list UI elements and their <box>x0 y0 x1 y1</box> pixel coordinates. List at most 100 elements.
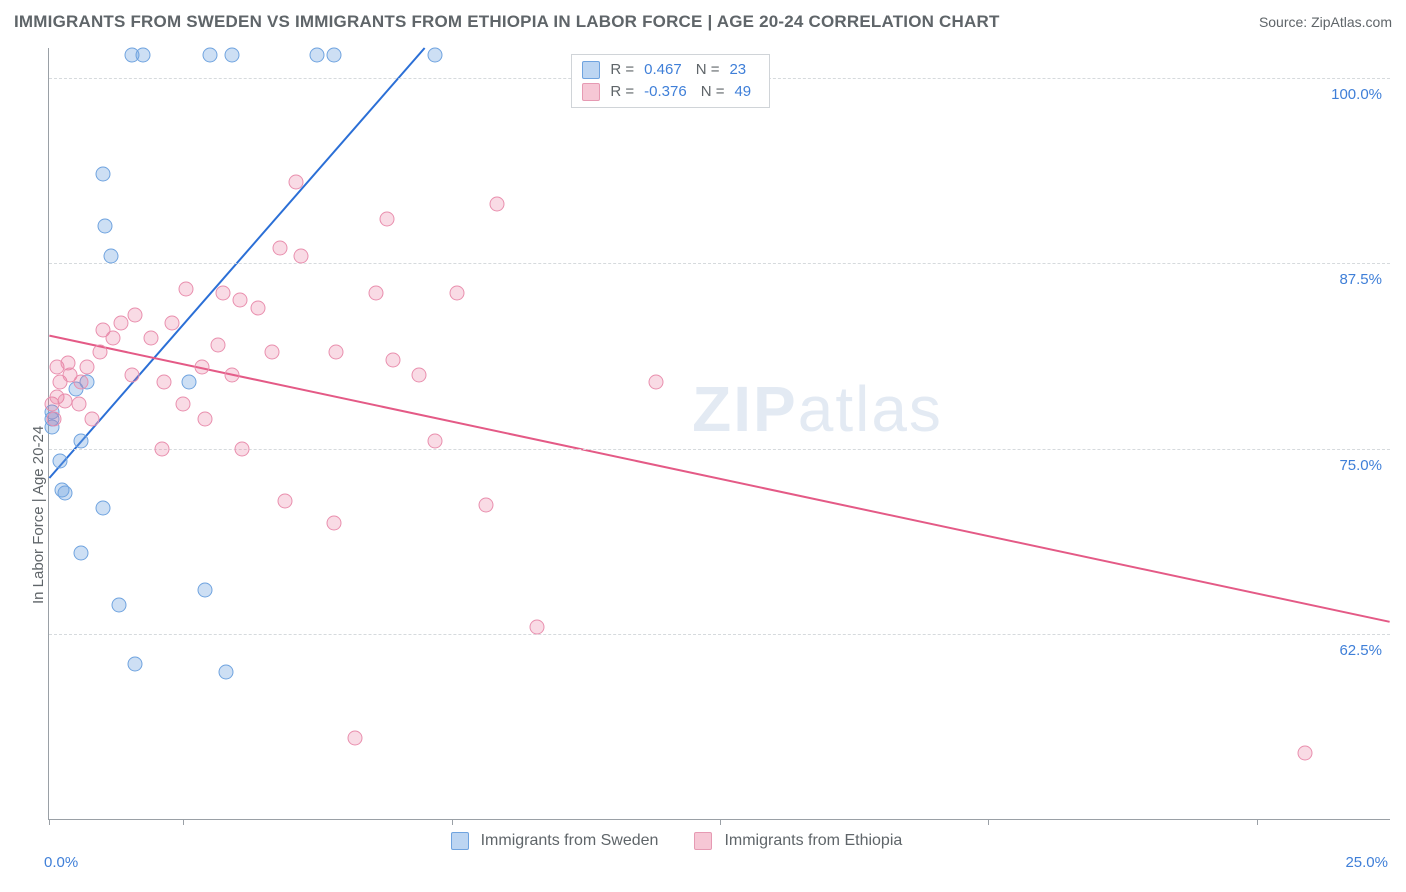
scatter-point-ethiopia <box>449 285 464 300</box>
legend-r-value: -0.376 <box>640 81 695 103</box>
scatter-point-ethiopia <box>74 375 89 390</box>
chart-title: IMMIGRANTS FROM SWEDEN VS IMMIGRANTS FRO… <box>14 12 1000 32</box>
legend-series-label: Immigrants from Sweden <box>481 832 659 850</box>
source-link[interactable]: ZipAtlas.com <box>1311 14 1392 30</box>
scatter-point-ethiopia <box>479 498 494 513</box>
scatter-point-ethiopia <box>530 620 545 635</box>
scatter-point-sweden <box>428 48 443 63</box>
scatter-point-sweden <box>98 219 113 234</box>
gridline-h <box>49 449 1390 450</box>
scatter-point-ethiopia <box>648 375 663 390</box>
scatter-point-sweden <box>103 248 118 263</box>
x-tick <box>720 819 721 825</box>
x-tick <box>452 819 453 825</box>
legend-r-label: R = <box>610 59 634 81</box>
gridline-h <box>49 263 1390 264</box>
legend-correlation: R =0.467N =23R =-0.376N =49 <box>571 54 770 108</box>
scatter-point-ethiopia <box>1298 746 1313 761</box>
x-axis-min-label: 0.0% <box>44 854 78 871</box>
scatter-point-ethiopia <box>92 345 107 360</box>
y-tick-label: 87.5% <box>1339 271 1382 288</box>
scatter-point-sweden <box>111 597 126 612</box>
legend-n-label: N = <box>696 59 720 81</box>
scatter-point-ethiopia <box>84 412 99 427</box>
scatter-point-sweden <box>135 48 150 63</box>
trend-line-ethiopia <box>49 336 1389 622</box>
legend-r-label: R = <box>610 81 634 103</box>
scatter-point-sweden <box>181 375 196 390</box>
scatter-point-sweden <box>95 501 110 516</box>
scatter-point-sweden <box>197 582 212 597</box>
scatter-point-sweden <box>74 434 89 449</box>
scatter-point-ethiopia <box>412 367 427 382</box>
scatter-point-sweden <box>219 664 234 679</box>
legend-correlation-row: R =-0.376N =49 <box>582 81 759 103</box>
scatter-point-ethiopia <box>47 412 62 427</box>
chart-container: IMMIGRANTS FROM SWEDEN VS IMMIGRANTS FRO… <box>0 0 1406 892</box>
scatter-point-ethiopia <box>288 174 303 189</box>
scatter-point-sweden <box>127 657 142 672</box>
scatter-point-ethiopia <box>194 360 209 375</box>
scatter-point-ethiopia <box>79 360 94 375</box>
scatter-point-ethiopia <box>154 441 169 456</box>
legend-series: Immigrants from Sweden Immigrants from Et… <box>451 832 903 850</box>
scatter-point-ethiopia <box>157 375 172 390</box>
scatter-point-ethiopia <box>380 211 395 226</box>
scatter-point-ethiopia <box>490 196 505 211</box>
scatter-point-ethiopia <box>264 345 279 360</box>
y-tick-label: 100.0% <box>1331 86 1382 103</box>
scatter-point-ethiopia <box>294 248 309 263</box>
scatter-point-ethiopia <box>165 315 180 330</box>
scatter-point-sweden <box>58 486 73 501</box>
scatter-point-ethiopia <box>197 412 212 427</box>
legend-series-item: Immigrants from Sweden <box>451 832 659 850</box>
scatter-point-ethiopia <box>329 345 344 360</box>
scatter-point-ethiopia <box>347 731 362 746</box>
x-axis-max-label: 25.0% <box>1345 854 1388 871</box>
scatter-point-ethiopia <box>326 516 341 531</box>
scatter-point-ethiopia <box>211 337 226 352</box>
x-tick <box>1257 819 1258 825</box>
y-tick-label: 62.5% <box>1339 642 1382 659</box>
source-label: Source: ZipAtlas.com <box>1259 14 1392 30</box>
title-bar: IMMIGRANTS FROM SWEDEN VS IMMIGRANTS FRO… <box>14 12 1392 32</box>
scatter-point-ethiopia <box>178 281 193 296</box>
scatter-point-sweden <box>52 453 67 468</box>
legend-swatch <box>582 83 600 101</box>
x-tick <box>183 819 184 825</box>
scatter-point-sweden <box>95 167 110 182</box>
scatter-point-sweden <box>326 48 341 63</box>
scatter-point-ethiopia <box>176 397 191 412</box>
scatter-point-ethiopia <box>369 285 384 300</box>
scatter-point-ethiopia <box>428 434 443 449</box>
scatter-point-ethiopia <box>125 367 140 382</box>
scatter-point-ethiopia <box>251 300 266 315</box>
scatter-point-ethiopia <box>143 330 158 345</box>
legend-swatch <box>582 61 600 79</box>
legend-swatch <box>694 832 712 850</box>
legend-r-value: 0.467 <box>640 59 690 81</box>
legend-correlation-row: R = 0.467 N =23 <box>582 59 759 81</box>
scatter-point-sweden <box>310 48 325 63</box>
scatter-point-sweden <box>74 545 89 560</box>
scatter-point-ethiopia <box>127 308 142 323</box>
x-tick <box>988 819 989 825</box>
x-tick <box>49 819 50 825</box>
gridline-h <box>49 634 1390 635</box>
scatter-point-sweden <box>224 48 239 63</box>
scatter-point-ethiopia <box>106 330 121 345</box>
legend-n-value: 23 <box>725 59 754 81</box>
legend-n-label: N = <box>701 81 725 103</box>
scatter-point-ethiopia <box>71 397 86 412</box>
scatter-point-ethiopia <box>272 241 287 256</box>
source-prefix: Source: <box>1259 14 1311 30</box>
y-tick-label: 75.0% <box>1339 457 1382 474</box>
scatter-point-sweden <box>203 48 218 63</box>
scatter-point-ethiopia <box>216 285 231 300</box>
scatter-point-ethiopia <box>235 441 250 456</box>
legend-series-label: Immigrants from Ethiopia <box>724 832 902 850</box>
scatter-point-ethiopia <box>278 493 293 508</box>
scatter-point-ethiopia <box>224 367 239 382</box>
legend-series-item: Immigrants from Ethiopia <box>694 832 902 850</box>
y-axis-label: In Labor Force | Age 20-24 <box>30 426 47 604</box>
